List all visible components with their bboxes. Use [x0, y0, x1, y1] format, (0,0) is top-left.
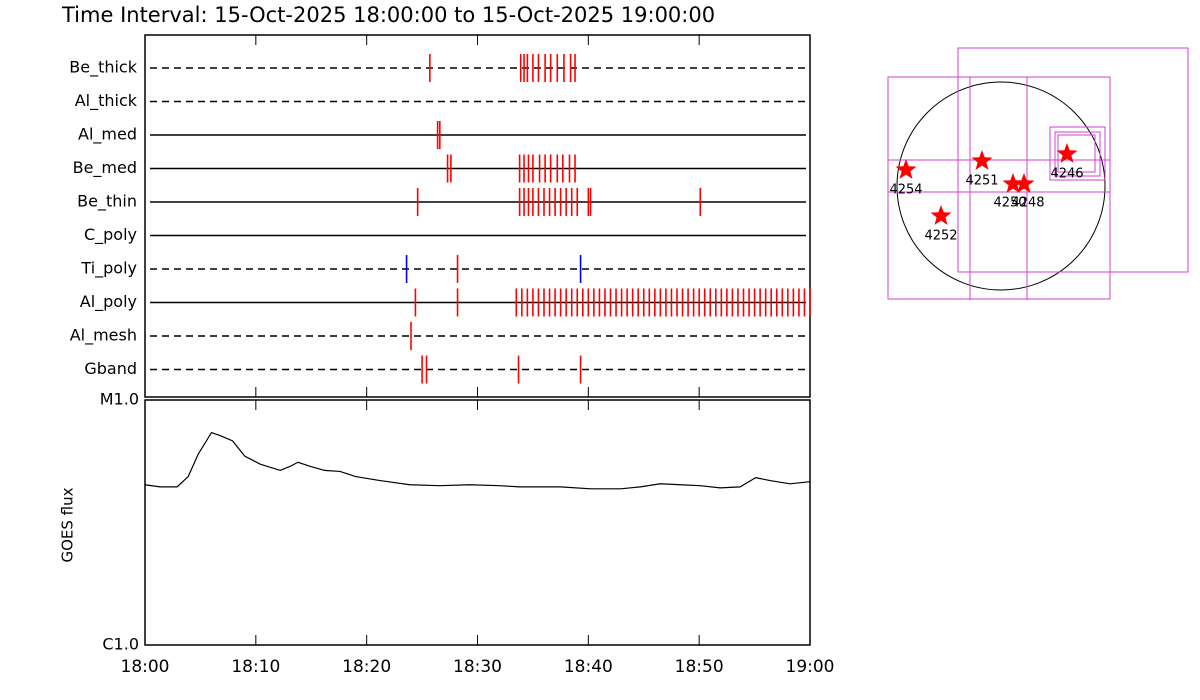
region-label: 4251 [965, 174, 998, 189]
x-tick-label: 18:40 [564, 657, 613, 677]
region-label: 4254 [889, 183, 922, 198]
y-tick-label: C1.0 [102, 635, 139, 654]
region-star [930, 205, 952, 225]
row-label: Al_poly [80, 292, 137, 312]
x-tick-label: 19:00 [786, 657, 835, 677]
goes-frame [144, 399, 811, 646]
goes-line [144, 431, 811, 490]
region-star [895, 159, 917, 179]
region-label: 4250 [993, 196, 1026, 211]
timeline-frame [144, 34, 811, 398]
region-star [1056, 143, 1078, 163]
fov-box [887, 76, 1111, 300]
x-tick-label: 18:00 [121, 657, 170, 677]
y-axis-label: GOES flux [59, 487, 77, 562]
region-label: 4252 [924, 229, 957, 244]
chart-title: Time Interval: 15-Oct-2025 18:00:00 to 1… [61, 3, 715, 27]
row-label: C_poly [84, 225, 137, 245]
row-label: Gband [84, 359, 137, 378]
solar-disk [896, 81, 1106, 291]
row-label: Be_thin [77, 192, 137, 212]
row-label: Al_med [78, 125, 137, 145]
region-label: 4246 [1050, 167, 1083, 182]
fov-box [1049, 126, 1106, 181]
region-star [1013, 173, 1035, 193]
x-tick-label: 18:20 [342, 657, 391, 677]
fov-box [1057, 134, 1096, 173]
x-tick-label: 18:30 [453, 657, 502, 677]
row-label: Al_thick [75, 91, 138, 111]
x-tick-label: 18:50 [675, 657, 724, 677]
y-tick-label: M1.0 [100, 390, 139, 409]
row-label: Be_thick [69, 58, 137, 78]
row-label: Ti_poly [80, 259, 137, 279]
x-tick-label: 18:10 [231, 657, 280, 677]
row-label: Be_med [73, 158, 137, 178]
region-star [971, 150, 993, 170]
row-label: Al_mesh [70, 326, 137, 346]
region-label: 4248 [1011, 196, 1044, 211]
fov-box [1054, 131, 1101, 177]
region-star [1002, 173, 1024, 193]
